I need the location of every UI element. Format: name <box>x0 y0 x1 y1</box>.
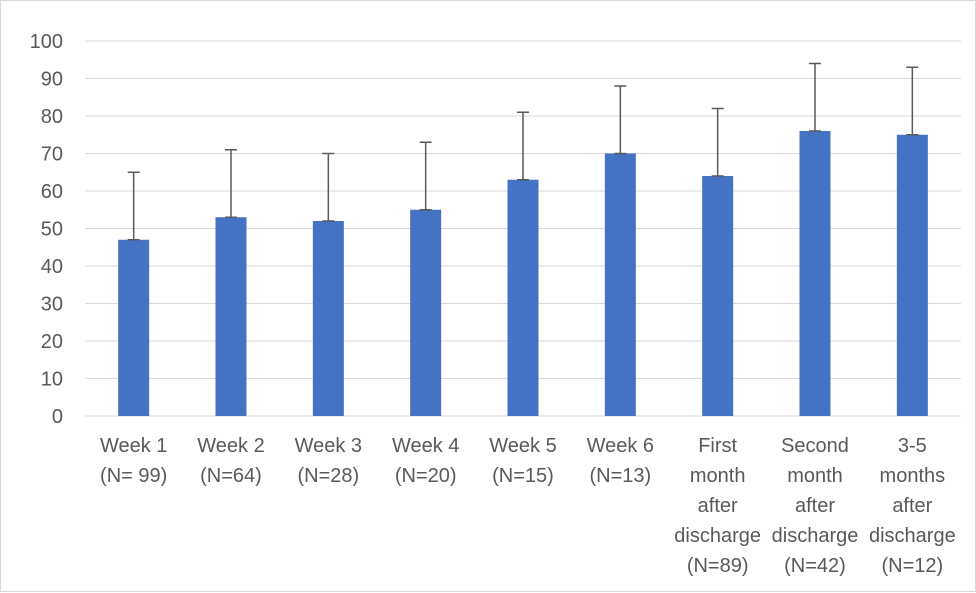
y-tick-label: 30 <box>41 294 63 316</box>
x-category-label: discharge <box>674 525 761 547</box>
x-category-label: month <box>787 465 843 487</box>
error-bars <box>127 62 919 241</box>
x-category-label: (N=42) <box>784 555 846 577</box>
y-tick-label: 50 <box>41 219 63 241</box>
x-category-label: First <box>698 435 737 457</box>
bar <box>312 221 344 416</box>
y-tick-label: 70 <box>41 144 63 166</box>
x-category-label: after <box>698 495 738 517</box>
y-tick-label: 10 <box>41 369 63 391</box>
x-category-label: 3-5 <box>898 435 927 457</box>
y-tick-label: 60 <box>41 181 63 203</box>
bar <box>507 179 539 416</box>
x-category-label: (N=64) <box>200 465 262 487</box>
x-category-label: Second <box>781 435 849 457</box>
bar <box>410 209 442 416</box>
bar <box>702 176 734 416</box>
x-category-label: (N=89) <box>687 555 749 577</box>
x-category-label: discharge <box>772 525 859 547</box>
bar <box>604 153 636 416</box>
x-category-label: months <box>880 465 946 487</box>
x-axis-category-labels: Week 1 (N= 99) Week 2 (N=64) Week 3 (N=28) Wee… <box>100 435 956 577</box>
x-category-label: (N=20) <box>395 465 457 487</box>
bar <box>896 134 928 416</box>
y-axis-tick-labels: 0 10 20 30 40 50 60 70 80 90 100 <box>30 31 63 428</box>
x-category-label: Week 1 <box>100 435 167 457</box>
x-category-label: Week 3 <box>295 435 362 457</box>
x-category-label: Week 6 <box>587 435 654 457</box>
y-tick-label: 90 <box>41 69 63 91</box>
x-category-label: Week 4 <box>392 435 459 457</box>
bar <box>215 217 247 416</box>
y-tick-label: 40 <box>41 256 63 278</box>
x-category-label: after <box>795 495 835 517</box>
x-category-label: (N= 99) <box>100 465 167 487</box>
y-tick-label: 80 <box>41 106 63 128</box>
x-category-label: month <box>690 465 746 487</box>
y-tick-label: 100 <box>30 31 63 53</box>
x-category-label: discharge <box>869 525 956 547</box>
bars <box>118 131 928 416</box>
bar <box>799 131 831 416</box>
x-category-label: (N=12) <box>881 555 943 577</box>
x-category-label: after <box>892 495 932 517</box>
y-tick-label: 0 <box>52 406 63 428</box>
bar <box>118 239 150 416</box>
x-category-label: (N=28) <box>297 465 359 487</box>
x-category-label: Week 5 <box>489 435 556 457</box>
y-tick-label: 20 <box>41 331 63 353</box>
x-category-label: (N=15) <box>492 465 554 487</box>
x-category-label: Week 2 <box>197 435 264 457</box>
x-category-label: (N=13) <box>589 465 651 487</box>
